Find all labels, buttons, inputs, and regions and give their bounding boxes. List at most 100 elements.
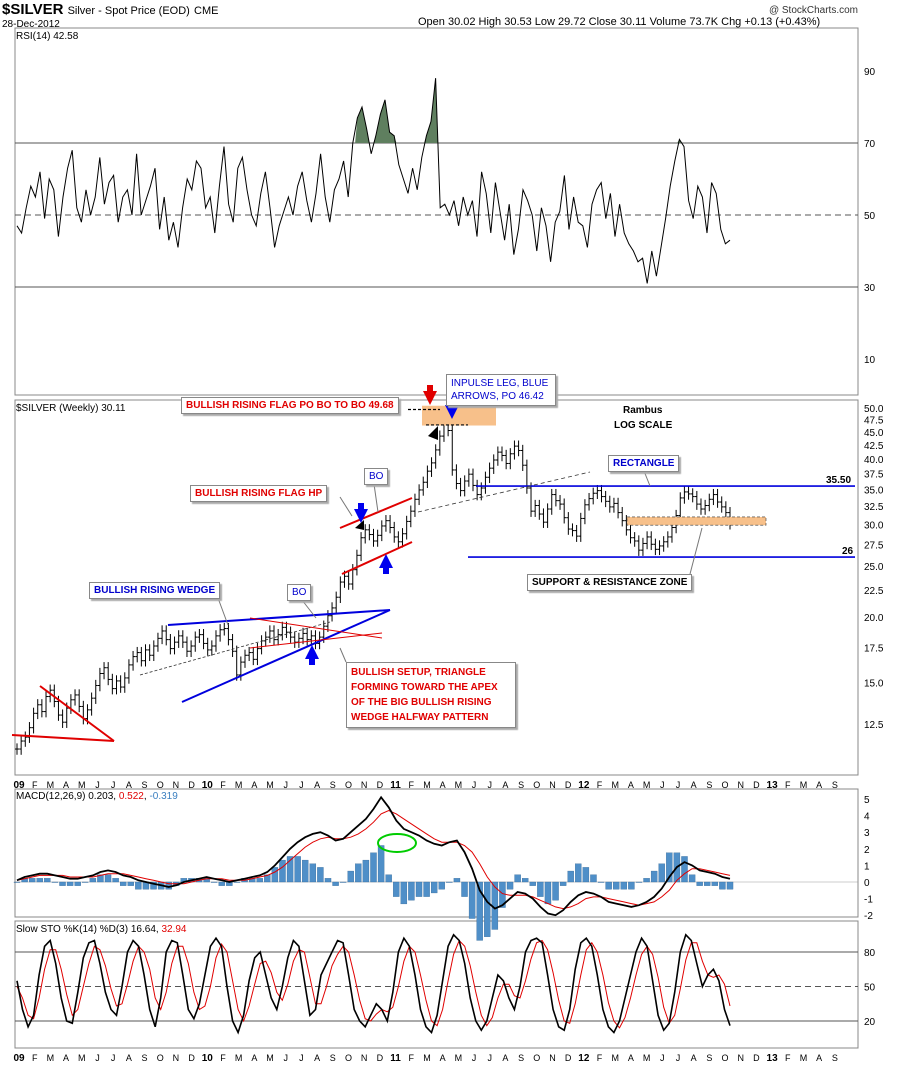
price-x-tick-13: F [220, 780, 226, 790]
price-tick-30: 30.0 [864, 520, 884, 531]
sto-k-line [16, 933, 731, 1035]
price-x-tick-44: S [706, 780, 712, 790]
price-x-tick-28: M [455, 780, 463, 790]
price-bar [354, 549, 359, 576]
price-x-tick-5: J [95, 780, 100, 790]
macd-signal-value: 0.522 [118, 791, 144, 802]
price-bar [143, 644, 148, 667]
sto-x-tick-30: J [487, 1053, 492, 1063]
macd-histogram-bar [294, 856, 301, 883]
macd-histogram-bar [339, 881, 347, 883]
price-bar [570, 523, 575, 537]
macd-histogram-bar [347, 870, 354, 883]
price-tick-27.5: 27.5 [864, 540, 884, 551]
price-bar [500, 446, 505, 462]
stoch-k-value: 16.64 [130, 924, 156, 935]
price-bar [379, 520, 384, 542]
price-x-tick-45: O [722, 780, 729, 790]
price-bar [719, 496, 724, 513]
price-bar [408, 505, 413, 528]
price-bar [661, 536, 666, 552]
price-tick-40: 40.0 [864, 455, 884, 466]
price-bar [234, 645, 239, 681]
sto-x-tick-31: A [502, 1053, 508, 1063]
price-bar [259, 635, 264, 655]
macd-histogram-bar [711, 881, 719, 886]
price-x-tick-23: D [377, 780, 384, 790]
price-bar [574, 524, 579, 542]
price-bar [359, 532, 364, 562]
annotation-bullish-setup: BULLISH SETUP, TRIANGLE FORMING TOWARD T… [346, 662, 516, 728]
macd-histogram-bar [613, 881, 620, 890]
price-bar [23, 731, 28, 747]
price-bar [31, 707, 36, 734]
macd-histogram-bar [279, 859, 286, 883]
macd-histogram-bar [552, 881, 559, 901]
macd-histogram-bar [567, 870, 574, 883]
macd-green-ellipse [377, 833, 417, 853]
macd-histogram-bar [666, 852, 673, 883]
price-bar [537, 499, 542, 520]
flag-upper-line [339, 497, 413, 529]
price-bar [209, 640, 214, 656]
sto-x-tick-24: 11 [390, 1053, 401, 1064]
wedge-lower-line [181, 609, 391, 703]
sto-x-tick-9: O [157, 1053, 164, 1063]
price-x-tick-39: A [628, 780, 634, 790]
sto-x-tick-10: N [173, 1053, 180, 1063]
price-x-tick-29: J [472, 780, 477, 790]
price-bar [77, 689, 82, 713]
price-bar [520, 444, 525, 471]
price-bar [429, 457, 434, 477]
rsi-panel-frame [14, 27, 859, 396]
price-bar [690, 488, 695, 503]
macd-histogram-bar [302, 859, 309, 883]
price-bar [628, 524, 633, 544]
macd-histogram-bar [476, 881, 483, 941]
macd-histogram-bar [719, 881, 726, 890]
macd-histogram-bar [317, 867, 324, 883]
price-bar [487, 462, 492, 484]
sto-tick-20: 20 [864, 1017, 876, 1028]
price-x-tick-38: M [611, 780, 619, 790]
price-bar [126, 659, 131, 684]
macd-histogram-bar [44, 878, 51, 883]
macd-histogram-bar [423, 881, 430, 897]
macd-histogram-bar [658, 863, 665, 883]
rsi-tick-30: 30 [864, 283, 876, 294]
macd-histogram-bar [332, 881, 339, 886]
price-tick-37.5: 37.5 [864, 470, 884, 481]
macd-histogram-bar [377, 845, 385, 883]
annotation-rectangle: RECTANGLE [608, 455, 680, 472]
price-bar [562, 498, 567, 524]
price-bar [106, 662, 111, 686]
price-bar [620, 506, 625, 527]
price-bar [454, 464, 459, 490]
sto-x-tick-40: M [643, 1053, 651, 1063]
price-bar [396, 531, 401, 548]
price-bar [450, 424, 455, 476]
stoch-d-value: 32.94 [161, 924, 187, 935]
price-x-tick-52: S [832, 780, 838, 790]
symbol-description: Silver - Spot Price (EOD) [67, 5, 190, 17]
macd-histogram-bar [650, 870, 658, 883]
macd-histogram-bar [59, 881, 66, 886]
stoch-label-text: Slow STO %K(14) %D(3) [16, 924, 129, 935]
price-x-tick-48: 13 [767, 780, 779, 791]
price-x-tick-12: 10 [202, 780, 214, 791]
early-triangle-side [39, 685, 115, 742]
macd-histogram-bar [135, 881, 142, 890]
annotation-flag-po: BULLISH RISING FLAG PO BO TO BO 49.68 [181, 397, 399, 414]
sto-x-tick-39: A [628, 1053, 634, 1063]
rsi-overbought-fill [355, 107, 369, 143]
macd-histogram-bar [582, 867, 590, 883]
price-bar [433, 444, 438, 469]
sto-x-tick-21: O [345, 1053, 352, 1063]
price-bar [533, 499, 538, 517]
price-tick-20: 20.0 [864, 613, 884, 624]
price-bar [334, 591, 339, 614]
stoch-panel-label: Slow STO %K(14) %D(3) 16.64, 32.94 [16, 924, 187, 935]
price-bar [624, 515, 629, 536]
rsi-tick-70: 70 [864, 139, 876, 150]
macd-histogram-bar [514, 874, 521, 883]
